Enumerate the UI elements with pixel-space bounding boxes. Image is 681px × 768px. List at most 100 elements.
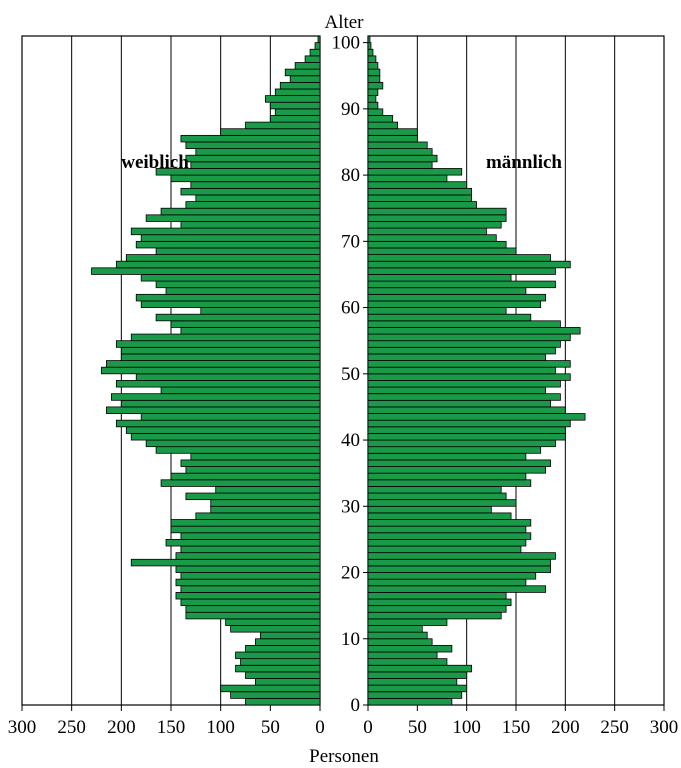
bar-maennlich-age-66	[367, 260, 571, 269]
bar-maennlich-age-20	[367, 565, 551, 573]
bar-weiblich-age-96	[294, 62, 321, 70]
bar-maennlich-age-15	[367, 598, 512, 607]
bar-maennlich-age-98	[367, 48, 374, 57]
bar-maennlich-age-32	[367, 486, 502, 494]
bar-maennlich-age-53	[367, 346, 556, 355]
bar-maennlich-age-10	[367, 631, 428, 640]
bar-weiblich-age-83	[195, 148, 321, 156]
bar-weiblich-age-19	[180, 572, 321, 580]
bar-maennlich-age-22	[367, 552, 556, 560]
bar-maennlich-age-70	[367, 234, 497, 242]
bar-weiblich-age-26	[170, 525, 321, 534]
bar-maennlich-age-31	[367, 492, 507, 501]
bar-weiblich-age-51	[106, 360, 321, 368]
bar-weiblich-age-100	[317, 35, 321, 44]
bar-maennlich-age-0	[367, 697, 453, 706]
bar-weiblich-age-13	[185, 611, 321, 620]
series-label-weiblich: weiblich	[121, 152, 189, 173]
bar-maennlich-age-4	[367, 671, 468, 679]
bar-maennlich-age-82	[367, 154, 438, 163]
y-tick-label: 10	[341, 629, 360, 650]
bar-weiblich-age-59	[200, 307, 321, 315]
bar-maennlich-age-83	[367, 148, 433, 156]
bar-weiblich-age-73	[145, 214, 321, 222]
bar-weiblich-age-3	[255, 678, 321, 686]
bar-maennlich-age-81	[367, 161, 433, 169]
bar-weiblich-age-2	[220, 684, 321, 693]
bar-maennlich-age-13	[367, 611, 502, 620]
bar-weiblich-age-37	[190, 452, 321, 461]
x-tick-label-left: 50	[261, 717, 280, 738]
bar-maennlich-age-48	[367, 380, 561, 388]
bar-maennlich-age-33	[367, 479, 532, 487]
y-tick-label: 20	[341, 563, 360, 584]
bar-weiblich-age-82	[185, 154, 321, 163]
x-tick-label-right: 100	[452, 717, 481, 738]
left-bars-weiblich	[91, 35, 321, 706]
bar-maennlich-age-3	[367, 678, 458, 686]
bar-weiblich-age-93	[279, 81, 321, 90]
y-tick-label: 60	[341, 298, 360, 319]
bar-weiblich-age-50	[101, 366, 321, 375]
bar-weiblich-age-33	[160, 479, 321, 487]
bar-weiblich-age-99	[314, 42, 321, 50]
bar-maennlich-age-61	[367, 293, 547, 302]
bar-weiblich-age-40	[130, 433, 321, 441]
bar-weiblich-age-78	[190, 181, 321, 189]
bar-weiblich-age-36	[180, 459, 321, 467]
bar-weiblich-age-47	[160, 386, 321, 395]
bar-maennlich-age-79	[367, 174, 448, 183]
bar-weiblich-age-1	[230, 691, 321, 699]
bar-weiblich-age-41	[125, 426, 321, 434]
bar-maennlich-age-7	[367, 651, 438, 660]
x-tick-label-left: 250	[57, 717, 86, 738]
bar-weiblich-age-18	[175, 578, 321, 587]
x-axis-ticks-right: 0 50 100 150 200 250 300	[363, 705, 678, 738]
bar-maennlich-age-47	[367, 386, 547, 395]
bar-weiblich-age-42	[115, 419, 321, 428]
bar-weiblich-age-45	[120, 399, 321, 408]
bar-maennlich-age-26	[367, 525, 527, 534]
bar-maennlich-age-35	[367, 466, 547, 474]
bar-maennlich-age-50	[367, 366, 556, 375]
bar-weiblich-age-48	[115, 380, 321, 388]
bar-weiblich-age-46	[111, 393, 321, 401]
x-tick-label-right: 200	[551, 717, 580, 738]
bar-weiblich-age-63	[155, 280, 321, 289]
x-tick-label-left: 150	[157, 717, 186, 738]
bar-weiblich-age-57	[170, 320, 321, 328]
bar-weiblich-age-84	[185, 141, 321, 150]
bar-maennlich-age-76	[367, 194, 472, 202]
bar-maennlich-age-29	[367, 505, 492, 514]
y-tick-label: 50	[341, 364, 360, 385]
bar-maennlich-age-11	[367, 625, 423, 633]
bar-weiblich-age-23	[180, 545, 321, 554]
x-axis-ticks-left: 300 250 200 150 100 50 0	[8, 705, 325, 738]
bar-weiblich-age-66	[115, 260, 321, 269]
bar-maennlich-age-73	[367, 214, 507, 222]
bar-weiblich-age-64	[140, 274, 321, 282]
bar-maennlich-age-94	[367, 75, 381, 83]
bar-weiblich-age-0	[245, 697, 321, 706]
bar-weiblich-age-53	[120, 346, 321, 355]
bar-weiblich-age-70	[140, 234, 321, 242]
bar-weiblich-age-31	[185, 492, 321, 501]
y-axis-title: Alter	[324, 12, 364, 33]
bar-maennlich-age-63	[367, 280, 556, 289]
bar-maennlich-age-45	[367, 399, 551, 408]
bar-maennlich-age-84	[367, 141, 428, 150]
bar-weiblich-age-43	[140, 413, 321, 421]
bar-weiblich-age-32	[215, 486, 321, 494]
x-tick-label-right: 150	[502, 717, 531, 738]
bar-maennlich-age-54	[367, 340, 561, 348]
bar-weiblich-age-28	[195, 512, 321, 520]
bar-weiblich-age-6	[240, 658, 321, 666]
bar-maennlich-age-64	[367, 274, 512, 282]
bar-maennlich-age-23	[367, 545, 522, 554]
x-tick-label-right: 0	[363, 717, 373, 738]
bar-maennlich-age-95	[367, 68, 381, 77]
bar-weiblich-age-71	[130, 227, 321, 236]
bar-weiblich-age-68	[155, 247, 321, 255]
bar-weiblich-age-76	[195, 194, 321, 202]
bar-weiblich-age-55	[130, 333, 321, 342]
